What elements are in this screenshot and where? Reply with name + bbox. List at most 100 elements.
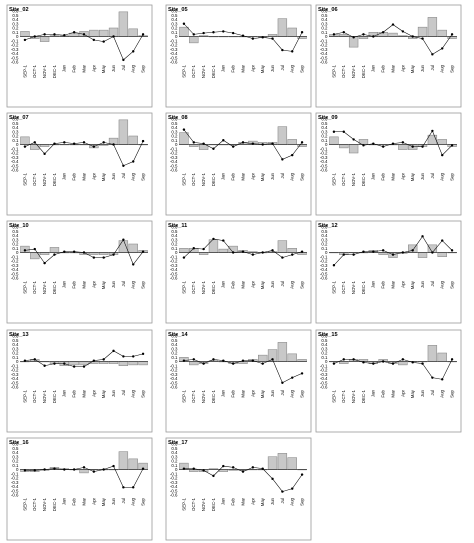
x-tick-label: Feb bbox=[381, 64, 386, 72]
y-tick-label: 0.5 bbox=[171, 121, 178, 126]
panel-frame bbox=[165, 329, 312, 433]
y-tick-label: 0.4 bbox=[171, 450, 178, 455]
x-tick-label: SEP-1 bbox=[22, 389, 27, 402]
x-tick-label: NOV-1 bbox=[42, 64, 47, 78]
x-tick-label: OCT-1 bbox=[32, 497, 37, 510]
y-tick-label: 0.2 bbox=[171, 459, 178, 464]
deviation-point bbox=[33, 469, 36, 472]
deviation-point bbox=[241, 250, 245, 253]
y-tick-label: -0.6 bbox=[11, 385, 19, 390]
y-tick-label: 0.4 bbox=[171, 125, 178, 130]
deviation-point bbox=[352, 358, 355, 361]
y-tick-label: -0.1 bbox=[11, 363, 19, 368]
x-tick-label: Apr bbox=[250, 497, 255, 504]
x-tick-label: Aug bbox=[131, 64, 136, 72]
deviation-point bbox=[122, 486, 125, 489]
y-tick-label: -0.5 bbox=[11, 488, 19, 493]
y-tick-label: 0.4 bbox=[12, 17, 19, 22]
x-tick-label: Mar bbox=[240, 497, 245, 505]
x-tick-label: SEP-1 bbox=[331, 64, 336, 77]
panel: Site_140.60.50.40.30.20.10-0.1-0.2-0.3-0… bbox=[165, 329, 312, 433]
deviation-point bbox=[33, 35, 36, 38]
x-tick-label: OCT-1 bbox=[341, 172, 346, 185]
deviation-point bbox=[112, 143, 115, 146]
deviation-point bbox=[300, 31, 304, 34]
panel: Site_100.60.50.40.30.20.10-0.1-0.2-0.3-0… bbox=[6, 220, 153, 324]
x-tick-label: NOV-1 bbox=[351, 389, 356, 403]
deviation-point bbox=[291, 50, 294, 53]
x-tick-label: NOV-1 bbox=[42, 280, 47, 294]
x-tick-label: NOV-1 bbox=[201, 497, 206, 511]
x-tick-label: Aug bbox=[131, 497, 136, 505]
x-tick-label: Apr bbox=[250, 64, 255, 71]
y-tick-label: 0.6 bbox=[171, 225, 178, 230]
y-tick-label: 0.6 bbox=[321, 225, 328, 230]
y-tick-label: -0.6 bbox=[11, 60, 19, 65]
deviation-point bbox=[421, 37, 424, 40]
y-tick-label: 0.1 bbox=[12, 30, 19, 35]
x-tick-label: Jun bbox=[420, 172, 425, 180]
y-tick-label: -0.5 bbox=[170, 163, 178, 168]
deviation-point bbox=[222, 359, 225, 362]
deviation-point bbox=[372, 142, 375, 145]
deviation-point bbox=[291, 376, 294, 379]
y-tick-label: 0.4 bbox=[321, 342, 328, 347]
x-tick-label: Aug bbox=[440, 389, 445, 397]
y-tick-label: -0.2 bbox=[11, 368, 19, 373]
y-tick-label: -0.2 bbox=[170, 151, 178, 156]
x-tick-label: Mar bbox=[390, 172, 395, 180]
deviation-point bbox=[352, 253, 355, 256]
deviation-point bbox=[192, 141, 195, 144]
deviation-point bbox=[362, 250, 365, 253]
x-tick-label: Aug bbox=[440, 280, 445, 288]
panel: Site_120.60.50.40.30.20.10-0.1-0.2-0.3-0… bbox=[315, 220, 462, 324]
y-tick-label: -0.2 bbox=[320, 43, 328, 48]
y-tick-label: 0.5 bbox=[171, 13, 178, 18]
panel: Site_070.60.50.40.30.20.10-0.1-0.2-0.3-0… bbox=[6, 112, 153, 216]
y-tick-label: 0 bbox=[175, 359, 178, 364]
deviation-point bbox=[122, 164, 125, 167]
x-tick-label: SEP-1 bbox=[22, 497, 27, 510]
x-tick-label: Feb bbox=[72, 280, 77, 288]
deviation-point bbox=[72, 250, 76, 253]
panel-frame bbox=[315, 220, 462, 324]
x-tick-label: NOV-1 bbox=[201, 280, 206, 294]
panel-title: Site_17 bbox=[168, 440, 188, 446]
deviation-point bbox=[401, 141, 405, 144]
x-tick-label: Jan bbox=[371, 64, 376, 72]
anomaly-bar bbox=[437, 352, 447, 362]
x-tick-label: OCT-1 bbox=[341, 280, 346, 293]
x-tick-label: May bbox=[260, 172, 265, 181]
y-tick-label: -0.3 bbox=[11, 263, 19, 268]
x-tick-label: May bbox=[260, 64, 265, 73]
deviation-point bbox=[102, 40, 105, 43]
panel: Site_110.60.50.40.30.20.10-0.1-0.2-0.3-0… bbox=[165, 220, 312, 324]
x-tick-label: DEC-1 bbox=[211, 172, 216, 186]
x-tick-label: Mar bbox=[81, 64, 86, 72]
x-tick-label: OCT-1 bbox=[341, 64, 346, 77]
y-tick-label: -0.4 bbox=[320, 267, 328, 272]
y-tick-label: 0.3 bbox=[171, 454, 178, 459]
deviation-point bbox=[182, 359, 186, 362]
y-tick-label: -0.2 bbox=[11, 476, 19, 481]
y-tick-label: -0.6 bbox=[170, 276, 178, 281]
x-tick-label: Apr bbox=[250, 389, 255, 396]
y-tick-label: -0.6 bbox=[11, 168, 19, 173]
panel: Site_080.60.50.40.30.20.10-0.1-0.2-0.3-0… bbox=[165, 112, 312, 216]
deviation-point bbox=[241, 470, 245, 473]
deviation-point bbox=[182, 128, 186, 131]
x-tick-label: Feb bbox=[72, 497, 77, 505]
y-tick-label: 0.3 bbox=[171, 21, 178, 26]
anomaly-bar bbox=[89, 252, 99, 255]
x-tick-label: DEC-1 bbox=[361, 64, 366, 78]
y-tick-label: 0.2 bbox=[12, 242, 19, 247]
deviation-point bbox=[291, 253, 294, 256]
deviation-point bbox=[53, 33, 56, 36]
x-tick-label: Feb bbox=[231, 497, 236, 505]
x-tick-label: Feb bbox=[72, 64, 77, 72]
x-tick-label: Feb bbox=[381, 280, 386, 288]
deviation-point bbox=[441, 378, 444, 381]
deviation-point bbox=[202, 142, 205, 145]
x-tick-label: OCT-1 bbox=[191, 64, 196, 77]
y-tick-label: 0.5 bbox=[12, 121, 19, 126]
